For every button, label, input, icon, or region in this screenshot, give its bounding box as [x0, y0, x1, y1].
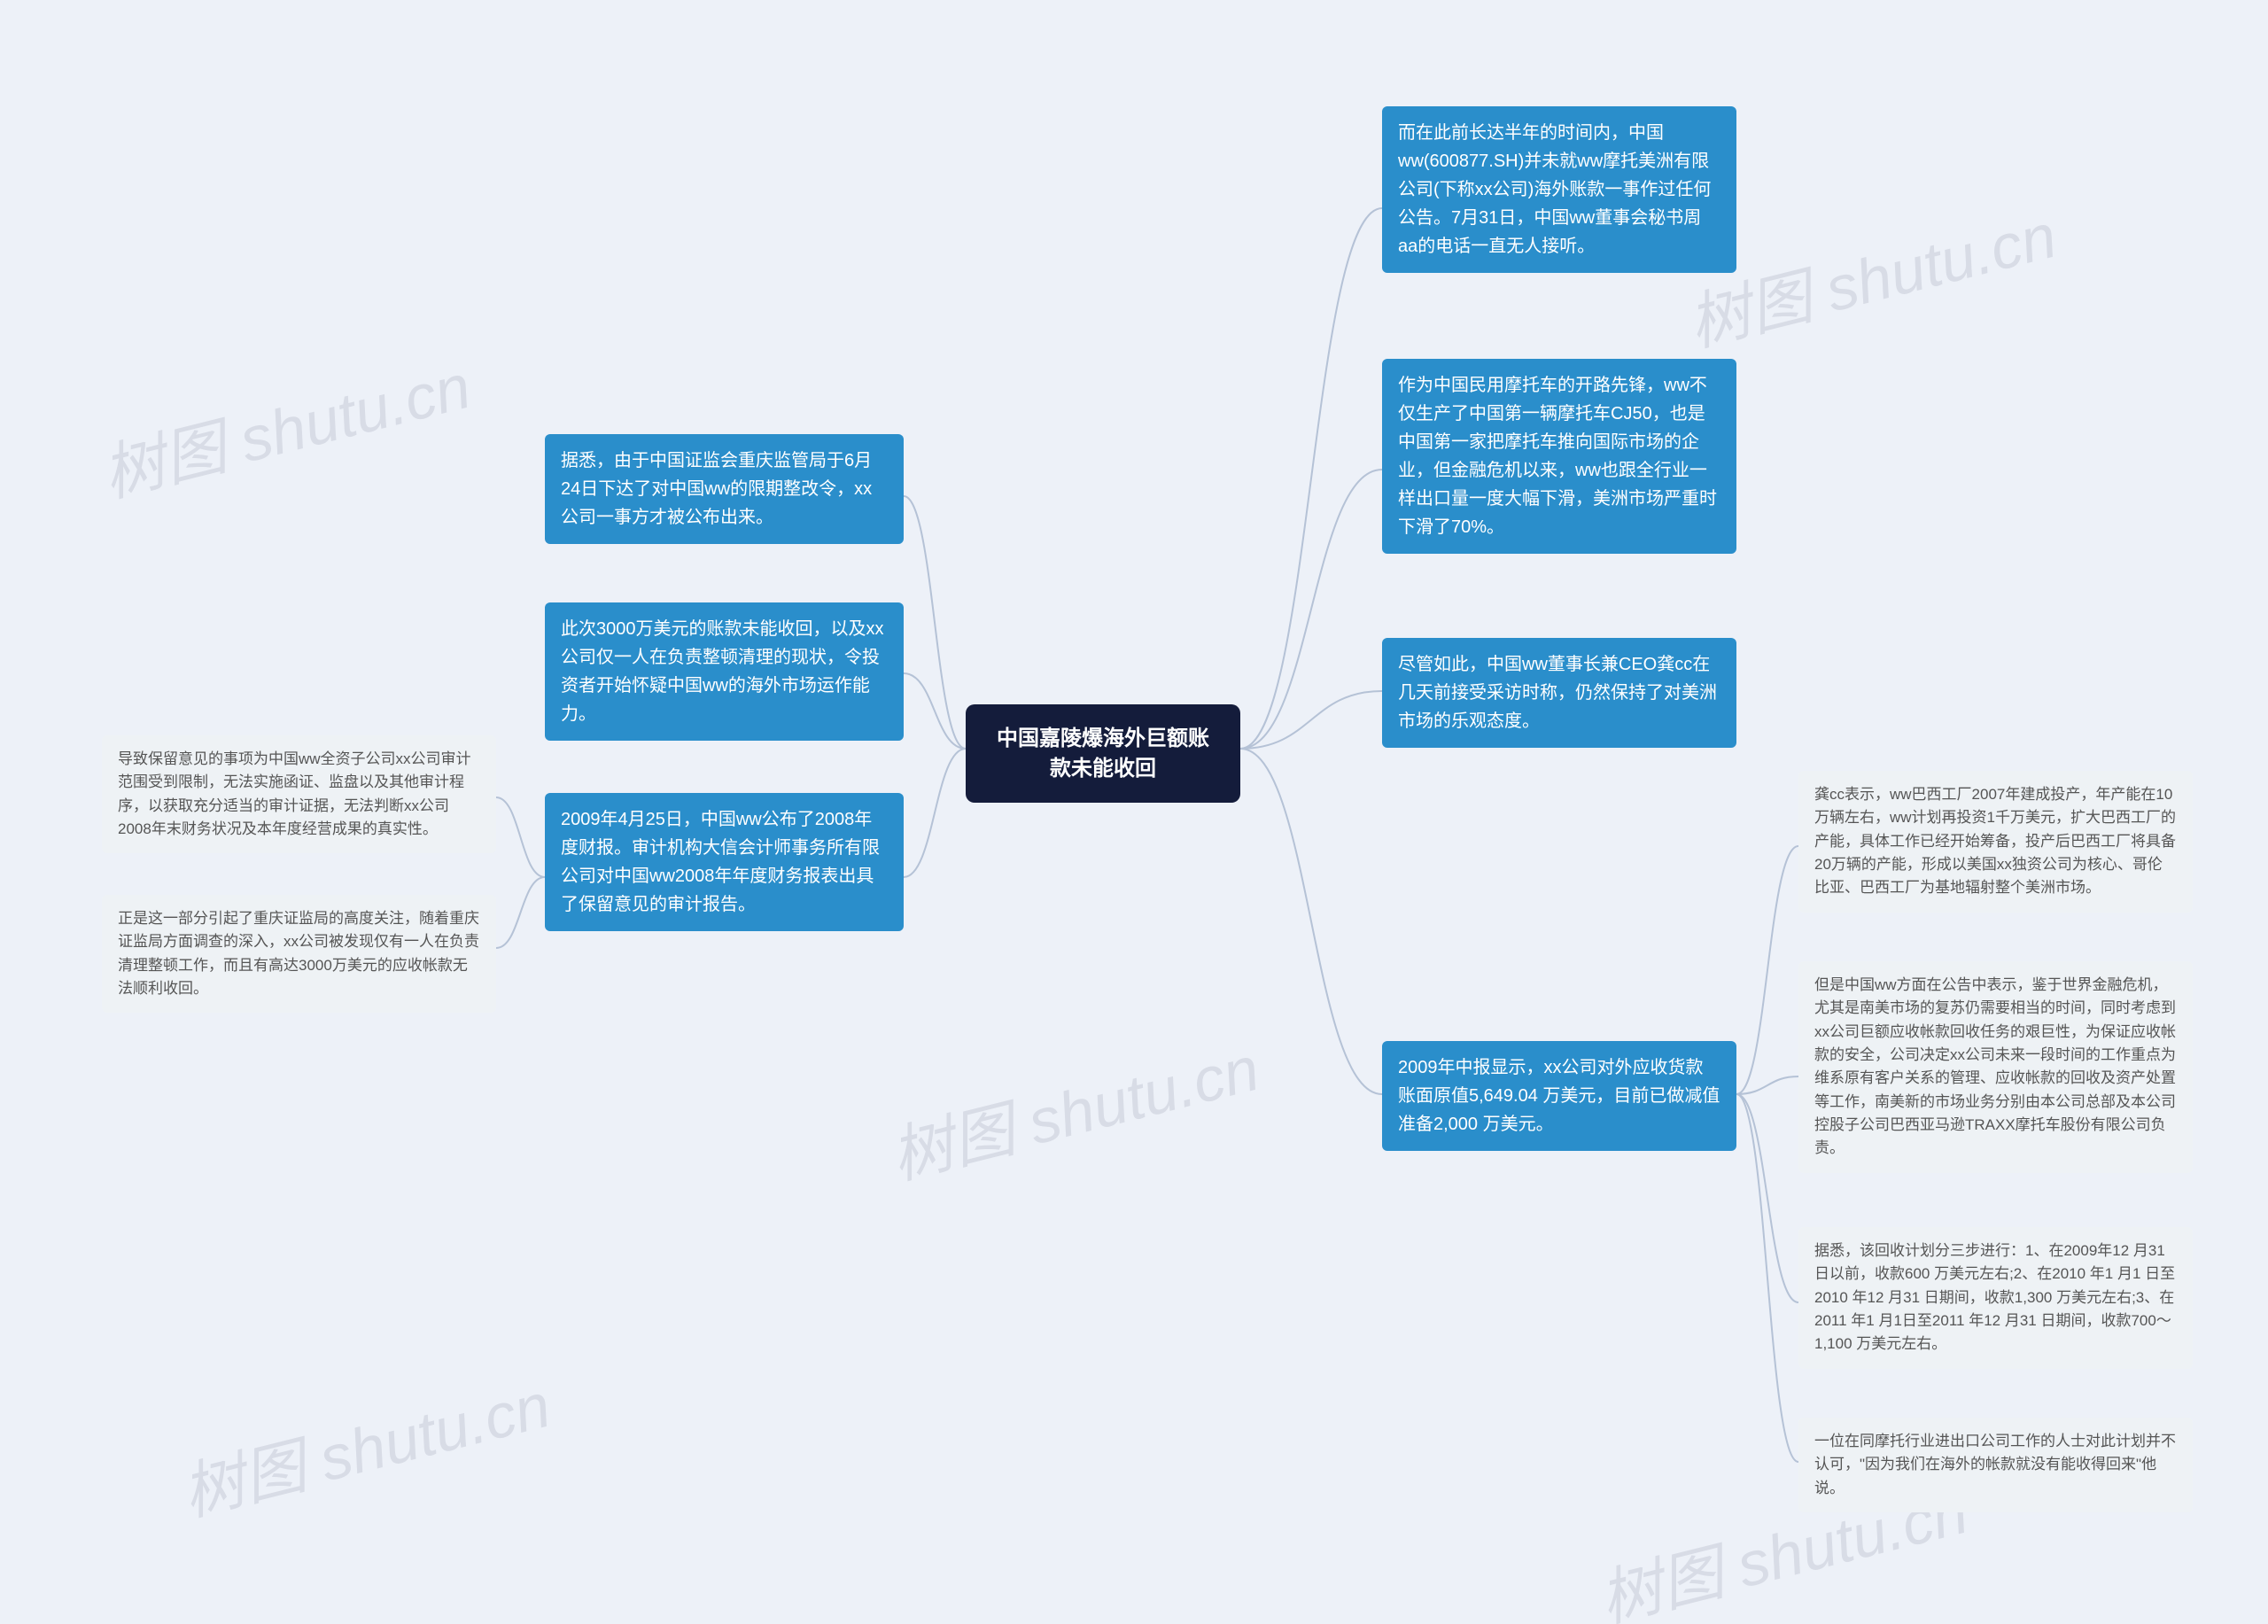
- mindmap-canvas: 树图 shutu.cn 树图 shutu.cn 树图 shutu.cn 树图 s…: [0, 0, 2268, 1624]
- watermark: 树图 shutu.cn: [172, 1356, 558, 1534]
- branch-R1[interactable]: 而在此前长达半年的时间内，中国ww(600877.SH)并未就ww摩托美洲有限公…: [1382, 106, 1736, 273]
- branch-L1[interactable]: 据悉，由于中国证监会重庆监管局于6月24日下达了对中国ww的限期整改令，xx公司…: [545, 434, 904, 544]
- branch-R2[interactable]: 作为中国民用摩托车的开路先锋，ww不仅生产了中国第一辆摩托车CJ50，也是中国第…: [1382, 359, 1736, 554]
- watermark: 树图 shutu.cn: [881, 1019, 1267, 1197]
- leaf-L3a[interactable]: 导致保留意见的事项为中国ww全资子公司xx公司审计范围受到限制，无法实施函证、监…: [102, 735, 496, 853]
- leaf-R4b[interactable]: 但是中国ww方面在公告中表示，鉴于世界金融危机，尤其是南美市场的复苏仍需要相当的…: [1798, 961, 2193, 1173]
- leaf-R4a[interactable]: 龚cc表示，ww巴西工厂2007年建成投产，年产能在10万辆左右，ww计划再投资…: [1798, 771, 2193, 913]
- branch-R4[interactable]: 2009年中报显示，xx公司对外应收货款账面原值5,649.04 万美元，目前已…: [1382, 1041, 1736, 1151]
- watermark: 树图 shutu.cn: [92, 337, 478, 515]
- leaf-R4d[interactable]: 一位在同摩托行业进出口公司工作的人士对此计划并不认可，"因为我们在海外的帐款就没…: [1798, 1418, 2193, 1512]
- branch-L2[interactable]: 此次3000万美元的账款未能收回，以及xx公司仅一人在负责整顿清理的现状，令投资…: [545, 602, 904, 741]
- root-node[interactable]: 中国嘉陵爆海外巨额账款未能收回: [966, 704, 1240, 803]
- branch-L3[interactable]: 2009年4月25日，中国ww公布了2008年度财报。审计机构大信会计师事务所有…: [545, 793, 904, 931]
- leaf-R4c[interactable]: 据悉，该回收计划分三步进行：1、在2009年12 月31 日以前，收款600 万…: [1798, 1227, 2193, 1369]
- leaf-L3b[interactable]: 正是这一部分引起了重庆证监局的高度关注，随着重庆证监局方面调查的深入，xx公司被…: [102, 895, 496, 1013]
- branch-R3[interactable]: 尽管如此，中国ww董事长兼CEO龚cc在几天前接受采访时称，仍然保持了对美洲市场…: [1382, 638, 1736, 748]
